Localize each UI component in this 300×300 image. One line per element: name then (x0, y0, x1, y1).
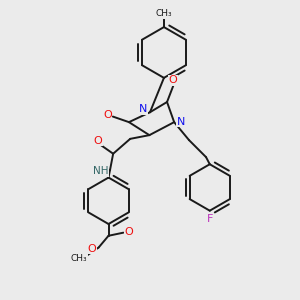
Text: CH₃: CH₃ (156, 9, 172, 18)
Text: N: N (139, 104, 147, 114)
Text: NH: NH (93, 166, 109, 176)
Text: O: O (87, 244, 96, 254)
Text: O: O (169, 75, 178, 85)
Text: F: F (207, 214, 213, 224)
Text: O: O (93, 136, 102, 146)
Text: N: N (177, 116, 185, 127)
Text: O: O (124, 227, 133, 237)
Text: O: O (103, 110, 112, 120)
Text: CH₃: CH₃ (71, 254, 87, 263)
